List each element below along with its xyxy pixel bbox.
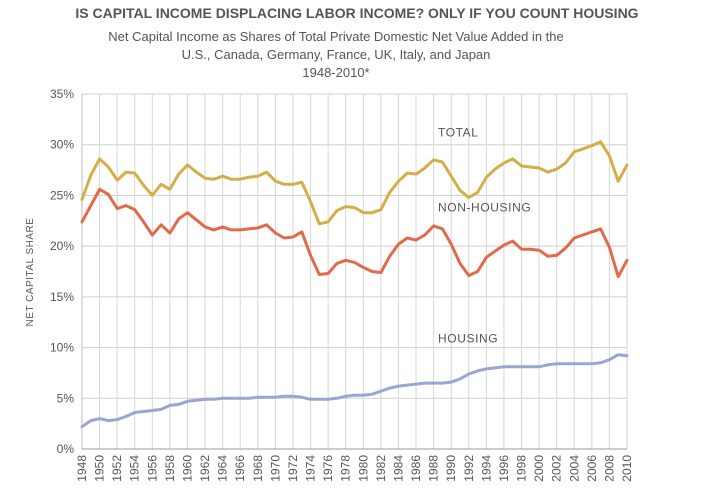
- y-tick-label: 25%: [50, 188, 74, 202]
- axes: 0%5%10%15%20%25%30%35%1948 1950 1952 1954 19…: [50, 87, 634, 482]
- x-tick-label: 1948: [75, 455, 89, 482]
- x-tick-label: 1990: [444, 455, 458, 482]
- series-line-housing: [80, 353, 629, 429]
- x-tick-label: 1974: [304, 455, 318, 482]
- x-tick-label: 1992: [462, 455, 476, 482]
- x-tick-label: 1980: [356, 455, 370, 482]
- x-tick-label: 1962: [198, 455, 212, 482]
- chart-subtitle-line-2: U.S., Canada, Germany, France, UK, Italy…: [182, 47, 491, 62]
- y-tick-label: 15%: [50, 290, 74, 304]
- x-tick-label: 2000: [532, 455, 546, 482]
- x-tick-label: 1960: [180, 455, 194, 482]
- y-tick-label: 10%: [50, 341, 74, 355]
- x-tick-label: 1988: [427, 455, 441, 482]
- x-tick-label: 1996: [497, 455, 511, 482]
- y-tick-label: 5%: [57, 391, 75, 405]
- series-line-non-housing: [80, 187, 629, 279]
- chart-subtitle-line-3: 1948-2010*: [302, 65, 369, 80]
- y-tick-label: 0%: [57, 442, 75, 456]
- x-tick-label: 2006: [585, 455, 599, 482]
- y-tick-label: 30%: [50, 138, 74, 152]
- series-labels: TOTAL NON-HOUSING HOUSING: [438, 126, 531, 346]
- y-axis-label: NET CAPITAL SHARE: [25, 218, 36, 327]
- x-tick-label: 1964: [216, 455, 230, 482]
- x-tick-label: 1956: [145, 455, 159, 482]
- x-tick-label: 1994: [479, 455, 493, 482]
- x-tick-label: 1954: [128, 455, 142, 482]
- x-tick-label: 1968: [251, 455, 265, 482]
- x-tick-label: 1998: [515, 455, 529, 482]
- y-tick-label: 20%: [50, 239, 74, 253]
- x-tick-label: 1984: [391, 455, 405, 482]
- y-tick-label: 35%: [50, 87, 74, 101]
- grid: [81, 93, 628, 450]
- x-tick-label: 1970: [268, 455, 282, 482]
- x-tick-label: 1986: [409, 455, 423, 482]
- chart-title: IS CAPITAL INCOME DISPLACING LABOR INCOM…: [75, 5, 638, 21]
- x-tick-label: 1972: [286, 455, 300, 482]
- x-tick-label: 1976: [321, 455, 335, 482]
- x-tick-label: 1982: [374, 455, 388, 482]
- x-tick-label: 1978: [339, 455, 353, 482]
- x-tick-label: 2008: [602, 455, 616, 482]
- x-tick-label: 1952: [110, 455, 124, 482]
- series-label-non-housing: NON-HOUSING: [438, 201, 531, 215]
- x-tick-label: 2004: [567, 455, 581, 482]
- x-tick-label: 1966: [233, 455, 247, 482]
- series-line-total: [80, 140, 629, 226]
- series-lines: [80, 140, 629, 429]
- series-label-total: TOTAL: [438, 126, 479, 140]
- x-tick-label: 2002: [550, 455, 564, 482]
- x-tick-label: 1958: [163, 455, 177, 482]
- series-label-housing: HOUSING: [438, 332, 498, 346]
- x-tick-label: 2010: [620, 455, 634, 482]
- chart-subtitle-line-1: Net Capital Income as Shares of Total Pr…: [108, 29, 563, 44]
- x-tick-label: 1950: [93, 455, 107, 482]
